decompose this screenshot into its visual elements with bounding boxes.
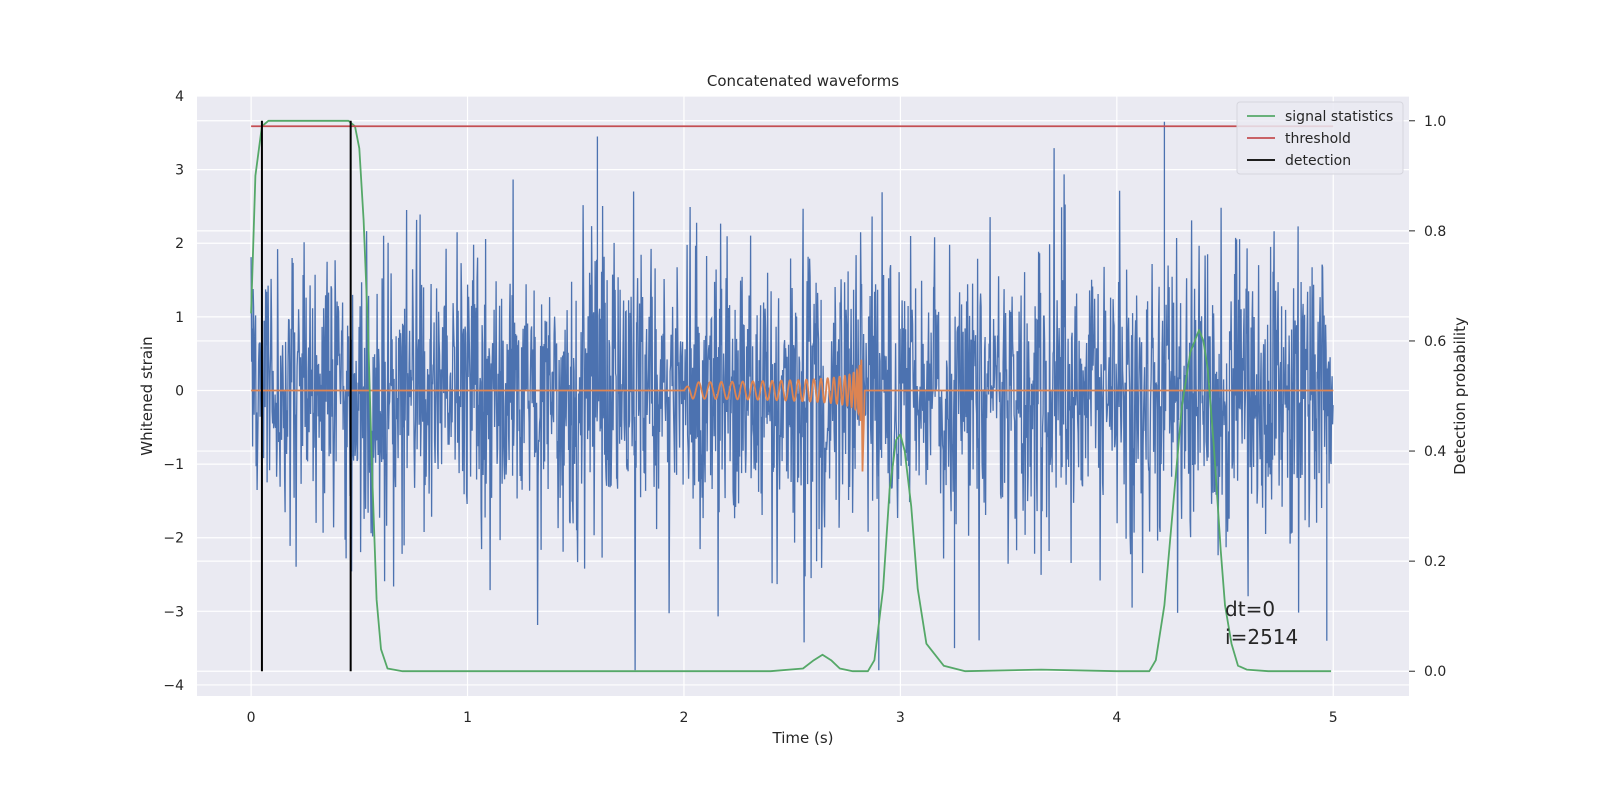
y-tick-label: 3 [175,163,184,179]
annotation-line: dt=0 [1225,597,1275,621]
y-tick-label: −3 [163,604,184,620]
y2-axis-label: Detection probability [1451,317,1469,475]
template-series-line [251,359,1334,472]
legend-box [1236,101,1404,175]
x-axis-ticks: 0 1 2 3 4 5 [247,710,1338,726]
y2-tick-label: 1.0 [1424,114,1446,130]
legend: signal statistics threshold detection [1236,101,1404,175]
annotation-text: dt=0 i=2514 [1225,597,1298,649]
signal-statistics-line [250,119,1332,673]
x-tick-label: 1 [463,710,472,726]
y-tick-label: −1 [163,457,184,473]
y-axis-label: Whitened strain [138,336,156,455]
y2-tick-label: 0.8 [1424,224,1446,240]
annotation-line: i=2514 [1225,625,1298,649]
legend-label: detection [1285,153,1351,169]
y2-tick-label: 0.6 [1424,334,1446,350]
legend-label: threshold [1285,131,1351,147]
data-series [250,119,1334,673]
y-tick-label: 0 [175,383,184,399]
x-tick-label: 4 [1112,710,1121,726]
y2-tick-label: 0.0 [1424,664,1446,680]
x-tick-label: 2 [680,710,689,726]
y-tick-label: 4 [175,89,184,105]
y-tick-label: 2 [175,236,184,252]
y-tick-label: −4 [163,678,184,694]
y-tick-label: 1 [175,310,184,326]
y2-tick-label: 0.4 [1424,444,1446,460]
x-tick-label: 3 [896,710,905,726]
x-tick-label: 5 [1329,710,1338,726]
y2-tick-label: 0.2 [1424,554,1446,570]
x-axis-label: Time (s) [772,729,834,747]
chart-title: Concatenated waveforms [707,72,899,90]
left-axis-ticks: −4 −3 −2 −1 0 1 2 3 4 [163,89,184,694]
strain-series-line [250,121,1334,671]
x-tick-label: 0 [247,710,256,726]
right-axis-ticks: 0.0 0.2 0.4 0.6 0.8 1.0 [1409,114,1446,680]
legend-label: signal statistics [1285,109,1393,125]
y-tick-label: −2 [163,531,184,547]
